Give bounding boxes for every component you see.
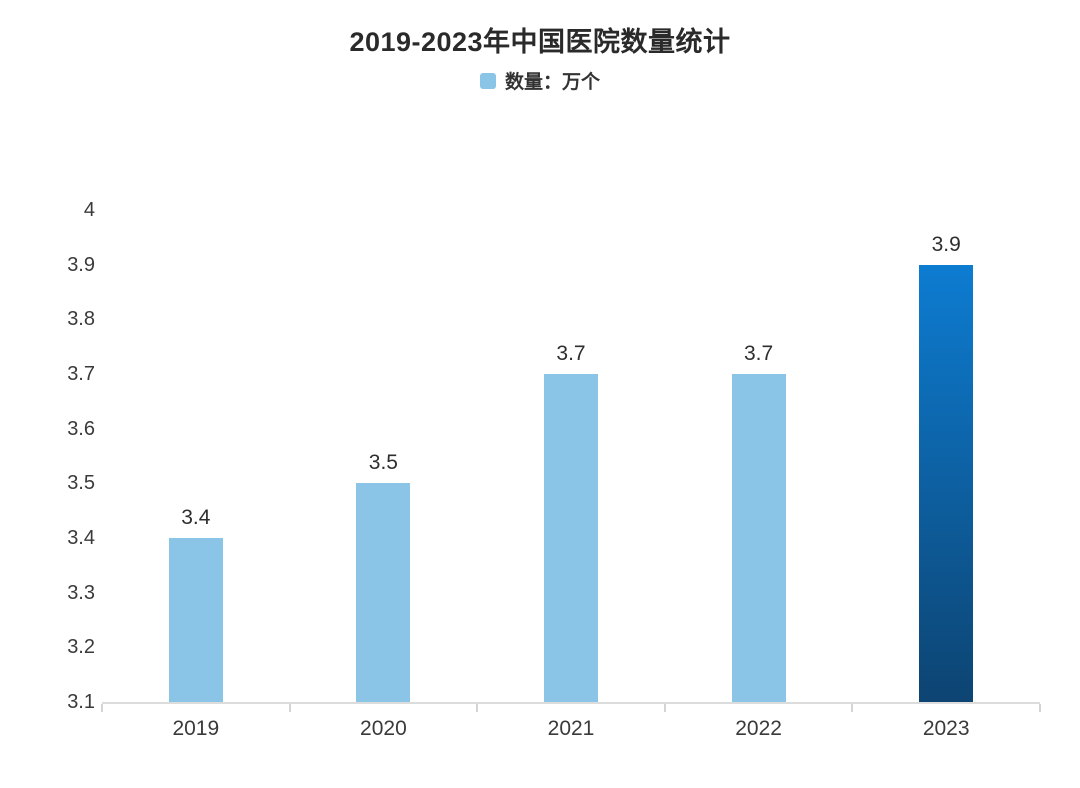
x-axis-tick	[288, 704, 291, 712]
x-axis-tick	[851, 704, 854, 712]
x-axis-line	[102, 702, 1040, 704]
data-label-2021: 3.7	[556, 342, 586, 365]
x-axis-label-2021: 2021	[547, 717, 595, 740]
x-axis-label-2019: 2019	[172, 717, 220, 740]
bar-2019[interactable]	[168, 538, 223, 702]
data-label-2020: 3.5	[368, 451, 398, 475]
y-axis-tick-label: 3.8	[67, 308, 95, 331]
x-axis-label-2023: 2023	[922, 717, 970, 740]
legend-label: 数量：万个	[504, 72, 600, 93]
data-label-2022: 3.7	[743, 342, 774, 365]
x-axis-tick	[663, 704, 666, 712]
legend-item-quantity[interactable]: 数量：万个	[479, 67, 600, 94]
y-axis-tick-label: 3.3	[67, 581, 95, 604]
x-axis-tick	[101, 704, 103, 712]
bar-2022[interactable]	[731, 374, 786, 702]
y-axis-tick-label: 3.7	[67, 363, 95, 385]
y-axis-tick-label: 3.4	[67, 527, 95, 549]
y-axis-tick-label: 3.1	[67, 691, 95, 713]
legend-swatch-icon	[479, 72, 496, 89]
legend: 数量：万个	[0, 67, 1080, 94]
y-axis-tick-label: 3.5	[67, 472, 95, 495]
chart-title: 2019-2023年中国医院数量统计	[349, 27, 731, 57]
bar-2020[interactable]	[356, 483, 411, 702]
y-axis-tick-label: 4	[83, 199, 95, 221]
x-axis-label-2020: 2020	[360, 717, 407, 740]
data-label-2019: 3.4	[181, 506, 211, 529]
x-axis-label-2022: 2022	[735, 717, 782, 740]
x-axis-tick	[476, 704, 479, 712]
bar-2021[interactable]	[544, 374, 598, 702]
x-axis-tick	[1039, 704, 1041, 712]
y-axis-tick-label: 3.6	[67, 417, 95, 440]
y-axis-tick-label: 3.9	[67, 253, 95, 276]
bar-2023[interactable]	[919, 264, 974, 702]
data-label-2023: 3.9	[931, 232, 961, 256]
y-axis-tick-label: 3.2	[67, 636, 95, 659]
